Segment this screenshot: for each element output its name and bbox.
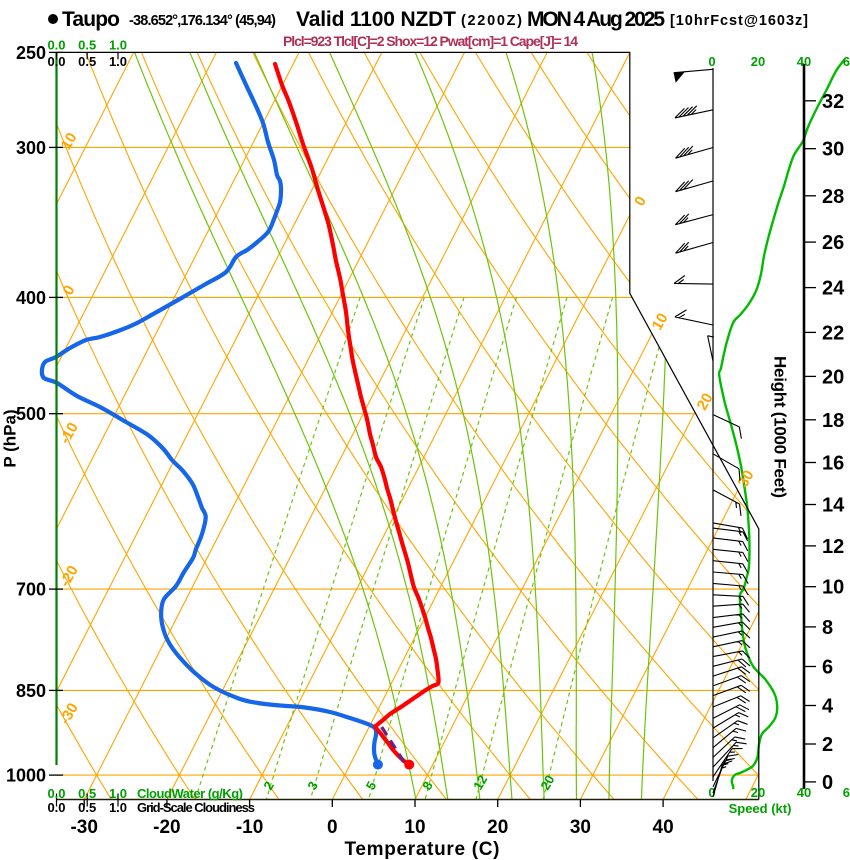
svg-text:18: 18 <box>822 410 844 432</box>
svg-text:MON 4 Aug 2025: MON 4 Aug 2025 <box>527 8 665 31</box>
svg-text:20: 20 <box>487 817 508 838</box>
svg-text:40: 40 <box>653 817 674 838</box>
svg-text:30: 30 <box>735 467 758 490</box>
svg-text:14: 14 <box>822 495 845 517</box>
svg-text:0.5: 0.5 <box>78 38 96 53</box>
svg-text:0.5: 0.5 <box>78 800 96 815</box>
svg-text:1.0: 1.0 <box>109 38 127 53</box>
svg-text:20: 20 <box>822 366 844 388</box>
svg-text:10: 10 <box>404 817 425 838</box>
svg-text:40: 40 <box>797 785 811 800</box>
svg-text:250: 250 <box>16 43 46 63</box>
svg-text:12: 12 <box>822 536 844 558</box>
svg-text:60: 60 <box>843 785 850 800</box>
svg-text:2: 2 <box>822 734 833 756</box>
svg-text:Speed (kt): Speed (kt) <box>729 801 792 816</box>
svg-text:10: 10 <box>58 130 81 153</box>
svg-text:20: 20 <box>751 785 765 800</box>
svg-text:0.5: 0.5 <box>78 54 96 69</box>
svg-text:0: 0 <box>822 772 833 794</box>
svg-text:12: 12 <box>470 772 490 792</box>
svg-text:32: 32 <box>822 91 844 113</box>
svg-text:6: 6 <box>822 657 833 679</box>
svg-text:(2200Z): (2200Z) <box>461 13 522 29</box>
svg-text:1.0: 1.0 <box>109 800 127 815</box>
svg-text:Temperature (C): Temperature (C) <box>345 839 500 860</box>
svg-text:1000: 1000 <box>6 766 46 786</box>
svg-text:10: 10 <box>822 577 844 599</box>
svg-text:40: 40 <box>797 54 811 69</box>
svg-text:60: 60 <box>843 54 850 69</box>
svg-text:0.5: 0.5 <box>78 786 96 801</box>
svg-text:20: 20 <box>694 390 717 413</box>
svg-text:500: 500 <box>16 404 46 424</box>
svg-text:20: 20 <box>537 772 557 792</box>
svg-text:0: 0 <box>327 817 338 838</box>
svg-text:Grid-Scale Cloudiness: Grid-Scale Cloudiness <box>137 800 255 815</box>
svg-text:0.0: 0.0 <box>47 786 65 801</box>
svg-text:Taupo: Taupo <box>62 8 120 31</box>
svg-text:700: 700 <box>16 580 46 600</box>
svg-text:P (hPa): P (hPa) <box>1 409 20 467</box>
svg-text:30: 30 <box>822 139 844 161</box>
svg-text:Plcl=923 Tlcl[C]=2 Shox=12 Pwa: Plcl=923 Tlcl[C]=2 Shox=12 Pwat[cm]=1 Ca… <box>283 33 578 49</box>
svg-text:-38.652°,176.134° (45,94): -38.652°,176.134° (45,94) <box>129 13 276 29</box>
svg-text:CloudWater (g/Kg): CloudWater (g/Kg) <box>137 786 243 801</box>
svg-text:20: 20 <box>751 54 765 69</box>
svg-text:10: 10 <box>649 310 672 333</box>
svg-text:0.0: 0.0 <box>47 38 65 53</box>
svg-text:4: 4 <box>822 696 834 718</box>
svg-text:-10: -10 <box>236 817 263 838</box>
svg-text:8: 8 <box>822 617 833 639</box>
svg-text:1.0: 1.0 <box>109 786 127 801</box>
svg-text:16: 16 <box>822 453 844 475</box>
svg-text:300: 300 <box>16 138 46 158</box>
svg-text:Height (1000 Feet): Height (1000 Feet) <box>771 356 790 498</box>
svg-text:30: 30 <box>570 817 591 838</box>
svg-text:24: 24 <box>822 278 845 300</box>
svg-text:0.0: 0.0 <box>47 800 65 815</box>
svg-text:0.0: 0.0 <box>47 54 65 69</box>
svg-text:28: 28 <box>822 186 844 208</box>
svg-text:26: 26 <box>822 232 844 254</box>
svg-text:Valid 1100 NZDT: Valid 1100 NZDT <box>296 8 456 31</box>
svg-text:0: 0 <box>708 785 715 800</box>
svg-text:22: 22 <box>822 322 844 344</box>
svg-text:0: 0 <box>708 54 715 69</box>
svg-text:400: 400 <box>16 288 46 308</box>
svg-text:850: 850 <box>16 681 46 701</box>
svg-text:1.0: 1.0 <box>109 54 127 69</box>
svg-text:-20: -20 <box>153 817 180 838</box>
svg-text:[10hrFcst@1603z]: [10hrFcst@1603z] <box>670 13 808 29</box>
svg-text:-30: -30 <box>70 817 97 838</box>
